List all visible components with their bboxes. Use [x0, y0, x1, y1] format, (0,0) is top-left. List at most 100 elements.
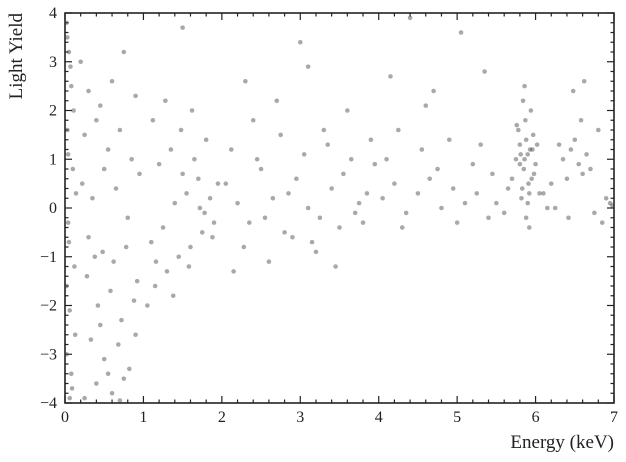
y-tick-label: 3 [49, 54, 57, 71]
y-tick-label: 1 [49, 151, 57, 168]
scatter-point [68, 371, 74, 377]
scatter-point [65, 152, 71, 157]
scatter-point [278, 132, 283, 138]
scatter-point [125, 215, 131, 221]
scatter-point [297, 39, 303, 45]
scatter-point [117, 398, 123, 403]
scatter-point [137, 171, 142, 177]
scatter-point [530, 147, 535, 152]
scatter-point [570, 88, 576, 94]
scatter-point [301, 152, 307, 157]
scatter-point [290, 234, 295, 240]
scatter-point [568, 147, 574, 152]
scatter-point [71, 108, 76, 113]
scatter-point [121, 49, 127, 55]
scatter-point [282, 230, 287, 235]
scatter-point [435, 166, 440, 172]
scatter-point [533, 161, 538, 167]
scatter-point [94, 117, 99, 123]
scatter-point [82, 395, 87, 401]
scatter-point [552, 205, 558, 211]
scatter-point [519, 186, 525, 191]
scatter-point [526, 181, 531, 186]
scatter-point [317, 215, 323, 221]
scatter-point [454, 220, 460, 225]
scatter-point [341, 171, 346, 177]
scatter-point [129, 156, 134, 162]
scatter-point [131, 298, 137, 303]
scatter-point [84, 273, 90, 279]
scatter-point [286, 191, 291, 196]
scatter-point [86, 88, 91, 94]
scatter-point [73, 191, 79, 196]
scatter-point [470, 161, 476, 167]
scatter-point [88, 337, 94, 342]
scatter-point [388, 74, 393, 79]
scatter-point [556, 142, 562, 147]
scatter-point [581, 78, 587, 84]
scatter-point [399, 225, 405, 230]
scatter-point [548, 181, 554, 186]
y-tick-label: 0 [49, 200, 57, 217]
scatter-point [337, 225, 342, 230]
scatter-point [160, 225, 166, 230]
scatter-point [247, 220, 252, 225]
scatter-point [529, 176, 534, 182]
scatter-point [133, 93, 138, 99]
scatter-point [189, 108, 195, 113]
scatter-point [474, 191, 480, 196]
scatter-point [86, 234, 91, 240]
scatter-point [207, 195, 213, 201]
scatter-point [133, 332, 138, 338]
scatter-point [68, 64, 73, 69]
scatter-point [134, 278, 140, 284]
scatter-point [523, 137, 529, 143]
scatter-point [123, 244, 129, 250]
scatter-point [368, 137, 374, 143]
x-tick-label: 5 [453, 409, 461, 426]
scatter-point [313, 249, 319, 255]
scatter-point [305, 64, 311, 69]
scatter-point [250, 117, 256, 123]
scatter-point [254, 156, 260, 162]
scatter-point [188, 244, 193, 250]
scatter-point [592, 210, 597, 216]
scatter-point [64, 20, 69, 26]
scatter-point [202, 210, 207, 216]
y-tick-label: −1 [40, 249, 57, 266]
x-tick-label: 0 [61, 409, 69, 426]
scatter-point [610, 203, 615, 208]
scatter-point [572, 137, 578, 143]
scatter-point [352, 210, 358, 216]
scatter-point [64, 351, 69, 357]
x-tick-label: 7 [610, 409, 618, 426]
scatter-point [490, 171, 495, 177]
scatter-point [356, 200, 362, 206]
scatter-point [116, 342, 121, 347]
scatter-point [196, 176, 201, 182]
scatter-point [516, 127, 521, 133]
scatter-point [523, 215, 529, 221]
scatter-point [329, 186, 334, 191]
scatter-point [223, 181, 229, 186]
scatter-point [537, 191, 542, 196]
scatter-point [392, 181, 397, 186]
scatter-point [523, 117, 528, 123]
scatter-point [228, 147, 234, 152]
scatter-point [348, 156, 354, 162]
scatter-point [97, 103, 103, 108]
scatter-point [67, 395, 73, 401]
x-tick-label: 4 [375, 409, 383, 426]
scatter-point [109, 78, 115, 84]
scatter-point [526, 191, 532, 196]
scatter-point [519, 195, 524, 201]
scatter-point [427, 176, 432, 182]
plot-frame [64, 12, 615, 404]
scatter-point [584, 152, 589, 157]
scatter-point [121, 376, 127, 381]
scatter-point [215, 181, 221, 186]
scatter-point [105, 371, 111, 377]
scatter-point [588, 166, 593, 172]
scatter-point [521, 166, 527, 172]
scatter-point [530, 132, 536, 138]
